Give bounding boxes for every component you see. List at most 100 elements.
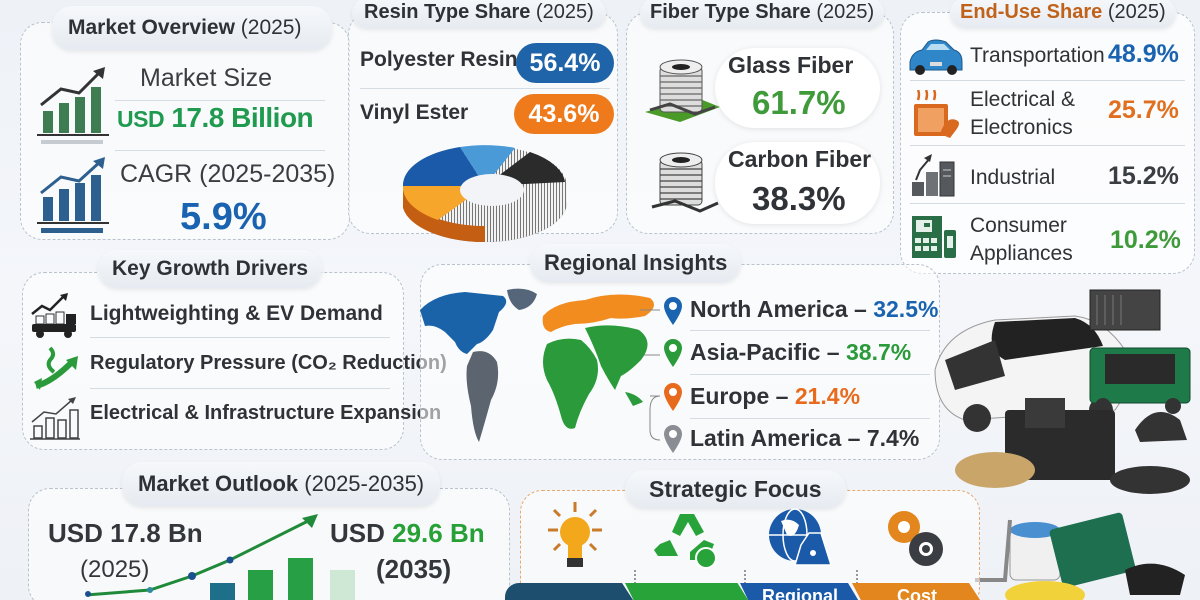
location-pin-icon (664, 297, 682, 325)
driver-infrastructure: Electrical & Infrastructure Expansion (90, 402, 442, 424)
strategic-ribbon-sustainability (625, 583, 750, 600)
end-use-industrial-label: Industrial (970, 166, 1056, 189)
region-europe: Europe – 21.4% (690, 383, 861, 409)
bar-chart-growth-icon (37, 157, 109, 233)
resin-vinyl-label: Vinyl Ester (360, 101, 469, 124)
resin-polyester-label: Polyester Resin (360, 48, 518, 71)
region-asia-pacific-value: 38.7% (845, 339, 912, 365)
region-latin-america-label: Latin America (690, 425, 842, 451)
divider (690, 330, 930, 331)
region-asia-pacific-label: Asia-Pacific (690, 339, 821, 365)
divider (115, 150, 325, 151)
region-latin-america-value: 7.4% (866, 425, 920, 451)
location-pin-icon (664, 383, 682, 411)
recycle-icon (654, 514, 717, 569)
outlook-end-value: USD 29.6 Bn (330, 518, 485, 549)
end-use-electrical-label: Electrical & Electronics (970, 86, 1075, 142)
end-use-industrial-value: 15.2% (1108, 162, 1179, 190)
cagr-value: 5.9% (180, 196, 267, 238)
region-north-america-label: North America (690, 296, 848, 322)
divider (910, 145, 1185, 146)
end-use-title-text: End-Use Share (960, 1, 1103, 23)
resin-vinyl-badge: 43.6% (514, 94, 614, 134)
glass-fiber-value: 61.7% (752, 84, 846, 121)
bar-chart-growth-icon (37, 67, 109, 144)
driver-lightweighting: Lightweighting & EV Demand (90, 302, 383, 325)
end-use-consumer-label: Consumer Appliances (970, 212, 1073, 268)
industrial-icon (912, 154, 955, 197)
appliance-icon (912, 216, 956, 258)
market-overview-title-text: Market Overview (68, 16, 235, 39)
divider (690, 418, 930, 419)
outlook-start-year: (2025) (80, 556, 150, 583)
end-use-consumer-line2: Appliances (970, 242, 1073, 265)
divider (690, 374, 930, 375)
glass-fiber-card (715, 48, 880, 128)
carbon-fiber-value: 38.3% (752, 180, 846, 217)
end-use-transportation-label: Transportation (970, 44, 1105, 67)
outlook-end-prefix: USD (330, 518, 385, 548)
location-pin-icon (664, 425, 682, 453)
divider (910, 80, 1185, 81)
region-latin-america: Latin America – 7.4% (690, 425, 920, 451)
end-use-electrical-line2: Electronics (970, 116, 1073, 139)
fiber-share-title-year: (2025) (816, 1, 875, 23)
outlook-end-number: 29.6 Bn (392, 518, 485, 548)
strategic-ribbon-innovation (505, 583, 635, 600)
resin-share-title-year: (2025) (535, 1, 594, 23)
regional-panel (420, 264, 940, 460)
driver-regulatory: Regulatory Pressure (CO₂ Reduction) (90, 352, 447, 374)
glass-fiber-spool-icon (645, 59, 720, 122)
outlook-title: Market Outlook (2025-2035) (122, 462, 441, 506)
cagr-label: CAGR (2025-2035) (120, 160, 336, 188)
divider (910, 203, 1185, 204)
market-overview-title-year: (2025) (240, 16, 302, 39)
composite-products-illustration (934, 289, 1191, 600)
glass-fiber-label: Glass Fiber (728, 52, 854, 78)
divider (115, 100, 325, 101)
region-europe-label: Europe (690, 383, 770, 409)
end-use-title-year: (2025) (1107, 1, 1166, 23)
outlook-growth-chart (85, 514, 355, 600)
carbon-fiber-card (715, 142, 880, 224)
lightbulb-icon (548, 502, 602, 567)
divider (360, 88, 610, 89)
growth-chart-icon (30, 397, 80, 440)
market-size-label: Market Size (140, 64, 272, 92)
growth-drivers-title: Key Growth Drivers (98, 250, 323, 288)
end-use-transportation-value: 48.9% (1108, 40, 1179, 68)
truck-growth-icon (31, 293, 76, 338)
market-size-value: USD 17.8 Billion (117, 102, 314, 134)
end-use-consumer-line1: Consumer (970, 214, 1067, 237)
resin-share-title-text: Resin Type Share (364, 1, 531, 23)
region-north-america: North America – 32.5% (690, 296, 939, 322)
outlook-title-years: (2025-2035) (304, 471, 425, 496)
world-map (420, 288, 654, 442)
strategic-ribbon-cost: Cost (852, 583, 982, 600)
divider (90, 337, 390, 338)
recycle-arrow-icon (34, 346, 78, 390)
outlook-title-text: Market Outlook (138, 471, 299, 496)
end-use-electrical-line1: Electrical & (970, 88, 1076, 111)
region-asia-pacific: Asia-Pacific – 38.7% (690, 339, 912, 365)
market-overview-title: Market Overview (2025) (52, 6, 332, 50)
market-size-number: 17.8 Billion (171, 102, 314, 133)
gears-icon (888, 511, 943, 566)
end-use-consumer-value: 10.2% (1110, 226, 1181, 254)
end-use-electrical-value: 25.7% (1108, 96, 1179, 124)
resin-share-title: Resin Type Share (2025) (352, 0, 606, 28)
connector-lines (640, 309, 661, 441)
car-icon (909, 39, 963, 75)
fiber-share-title: Fiber Type Share (2025) (640, 0, 885, 28)
carbon-fiber-label: Carbon Fiber (728, 146, 872, 172)
strategic-title: Strategic Focus (625, 470, 846, 508)
outlook-start-value: USD 17.8 Bn (48, 518, 203, 548)
resin-donut-chart (402, 145, 567, 243)
carbon-fiber-spool-icon (651, 152, 719, 213)
electronics-icon (914, 90, 959, 138)
regional-title: Regional Insights (530, 244, 742, 282)
market-size-prefix: USD (117, 106, 165, 132)
growth-drivers-panel (22, 272, 404, 450)
resin-polyester-badge: 56.4% (516, 43, 614, 83)
region-europe-value: 21.4% (794, 383, 861, 409)
